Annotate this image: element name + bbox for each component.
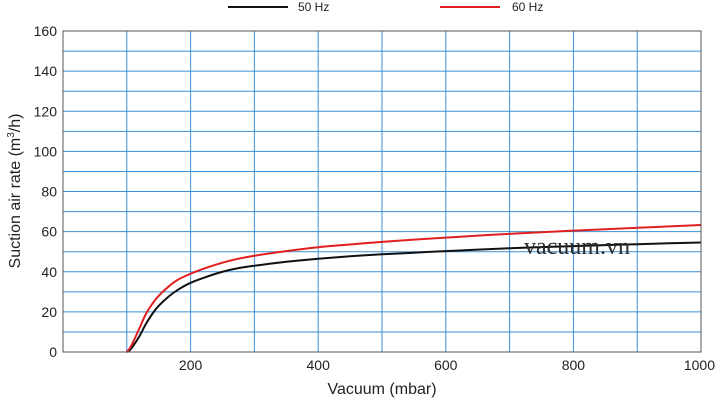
legend-label-60hz: 60 Hz bbox=[512, 0, 543, 14]
watermark-annotation: vacuum.vn bbox=[524, 234, 630, 260]
x-tick-label: 800 bbox=[562, 357, 586, 373]
y-axis-title: Suction air rate (m3/h) bbox=[6, 114, 24, 269]
series-lines bbox=[126, 224, 702, 353]
y-tick-label: 100 bbox=[34, 143, 58, 159]
x-tick-label: 1000 bbox=[684, 357, 715, 373]
x-tick-labels: 200 400 600 800 1000 bbox=[179, 357, 715, 373]
y-tick-label: 0 bbox=[49, 344, 57, 360]
x-axis-title: Vacuum (mbar) bbox=[327, 381, 436, 398]
y-tick-label: 40 bbox=[41, 264, 57, 280]
y-tick-label: 160 bbox=[34, 23, 58, 39]
plot-frame bbox=[62, 30, 702, 353]
y-tick-labels: 0 20 40 60 80 100 120 140 160 bbox=[34, 23, 58, 360]
legend-label-50hz: 50 Hz bbox=[298, 0, 329, 14]
series-line-60hz bbox=[126, 224, 702, 353]
y-axis-title-sup: 3 bbox=[6, 132, 17, 138]
y-tick-label: 20 bbox=[41, 304, 57, 320]
legend: 50 Hz 60 Hz bbox=[228, 0, 543, 14]
grid bbox=[63, 31, 701, 352]
x-tick-label: 200 bbox=[179, 357, 203, 373]
y-tick-label: 140 bbox=[34, 63, 58, 79]
x-tick-label: 400 bbox=[307, 357, 331, 373]
y-axis-title-suffix: /h) bbox=[7, 114, 24, 133]
series-line-50hz bbox=[126, 241, 702, 353]
y-tick-label: 80 bbox=[41, 184, 57, 200]
y-tick-label: 120 bbox=[34, 103, 58, 119]
y-axis-title-prefix: Suction air rate (m bbox=[7, 138, 24, 269]
y-tick-label: 60 bbox=[41, 224, 57, 240]
x-tick-label: 600 bbox=[434, 357, 458, 373]
